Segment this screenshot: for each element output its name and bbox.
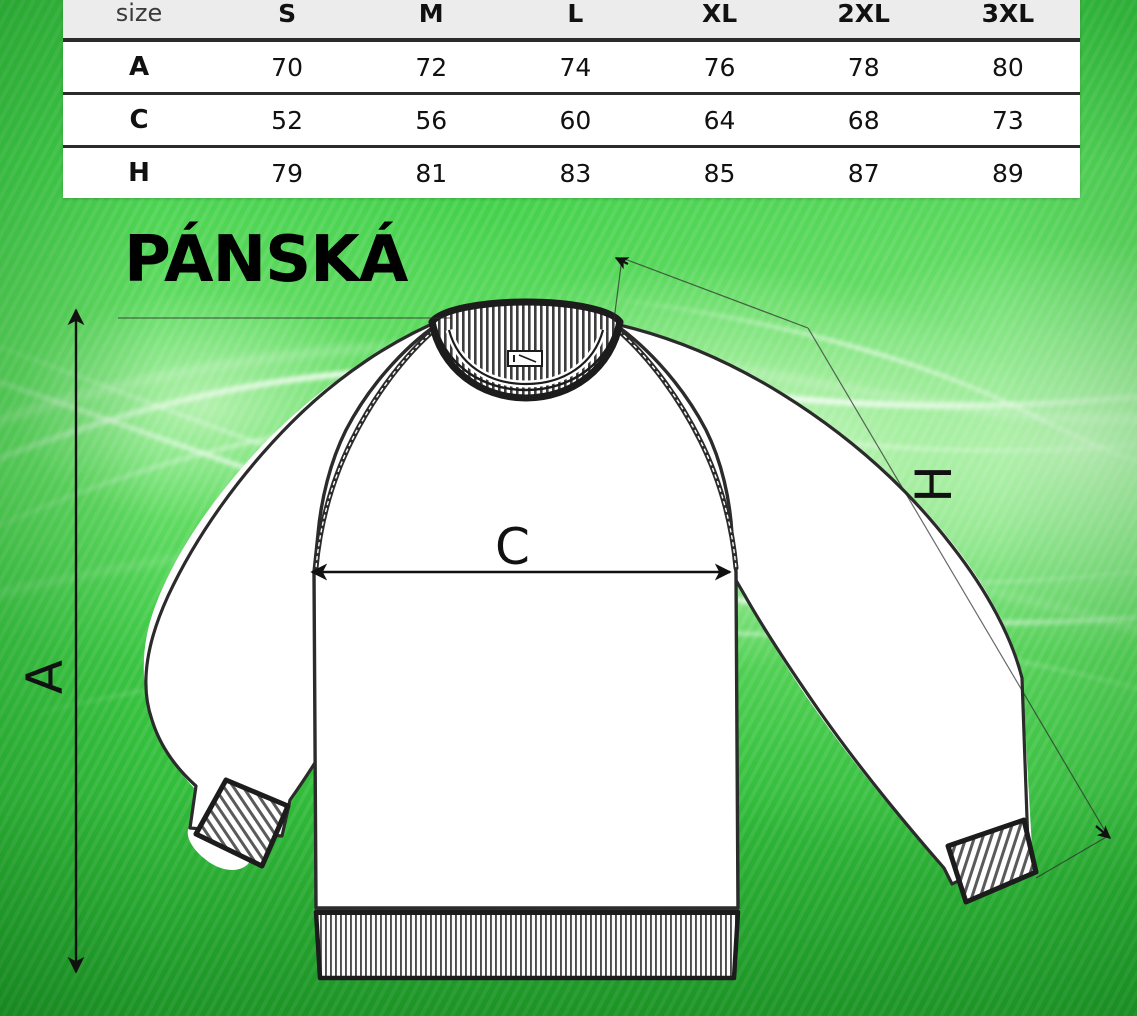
- right-sleeve-cuff-rib: [945, 817, 1039, 905]
- dimension-line-a: [67, 308, 452, 974]
- header-size-2xl: 2XL: [791, 0, 936, 42]
- cell-a-s: 70: [271, 52, 303, 82]
- table-row: H 79 81 83 85 87 89: [63, 147, 1080, 199]
- cell-c-xl: 64: [703, 105, 736, 135]
- table-row: A 70 72 74 76 78 80: [63, 40, 1080, 94]
- row-key-a: A: [128, 52, 150, 82]
- table-header: size S M L XL 2XL 3XL: [63, 0, 1080, 42]
- header-size-label: size: [63, 0, 215, 42]
- cell-a-m: 72: [415, 52, 448, 82]
- cell-a-2xl: 78: [847, 52, 880, 82]
- cell-h-2xl: 87: [847, 158, 880, 188]
- neck-label-tag: [507, 350, 543, 367]
- row-key-c: C: [129, 105, 149, 135]
- cell-h-3xl: 89: [991, 158, 1024, 188]
- cell-c-m: 56: [415, 105, 448, 135]
- cell-c-l: 60: [559, 105, 592, 135]
- header-size-3xl: 3XL: [935, 0, 1080, 42]
- cell-c-2xl: 68: [847, 105, 880, 135]
- cell-h-l: 83: [559, 158, 592, 188]
- row-key-h: H: [128, 158, 150, 188]
- size-chart-table-container: size S M L XL 2XL 3XL A 70 72 74 76 78 8…: [63, 0, 1080, 198]
- table-body: A 70 72 74 76 78 80 C 52 56 60 64 68 73 …: [63, 40, 1080, 198]
- header-size-m: M: [359, 0, 504, 42]
- header-size-l: L: [503, 0, 648, 42]
- cell-a-xl: 76: [703, 52, 736, 82]
- cell-c-3xl: 73: [991, 105, 1024, 135]
- left-sleeve-cuff-rib: [193, 777, 291, 869]
- dimension-label-a: A: [16, 659, 75, 695]
- cell-h-s: 79: [271, 158, 303, 188]
- table-header-row: size S M L XL 2XL 3XL: [63, 0, 1080, 42]
- bottom-hem-rib: [313, 909, 741, 981]
- size-chart-table: size S M L XL 2XL 3XL A 70 72 74 76 78 8…: [63, 0, 1080, 198]
- dimension-line-h: [613, 257, 1112, 879]
- cell-a-l: 74: [559, 52, 592, 82]
- page-title: PÁNSKÁ: [124, 223, 408, 297]
- header-size-xl: XL: [647, 0, 792, 42]
- table-row: C 52 56 60 64 68 73: [63, 94, 1080, 147]
- cell-h-xl: 85: [703, 158, 736, 188]
- cell-c-s: 52: [271, 105, 303, 135]
- cell-a-3xl: 80: [991, 52, 1024, 82]
- dimension-label-c: C: [495, 518, 530, 576]
- raglan-seams: [313, 319, 739, 571]
- header-size-s: S: [215, 0, 360, 42]
- dimension-label-h: H: [904, 465, 963, 503]
- cell-h-m: 81: [415, 158, 448, 188]
